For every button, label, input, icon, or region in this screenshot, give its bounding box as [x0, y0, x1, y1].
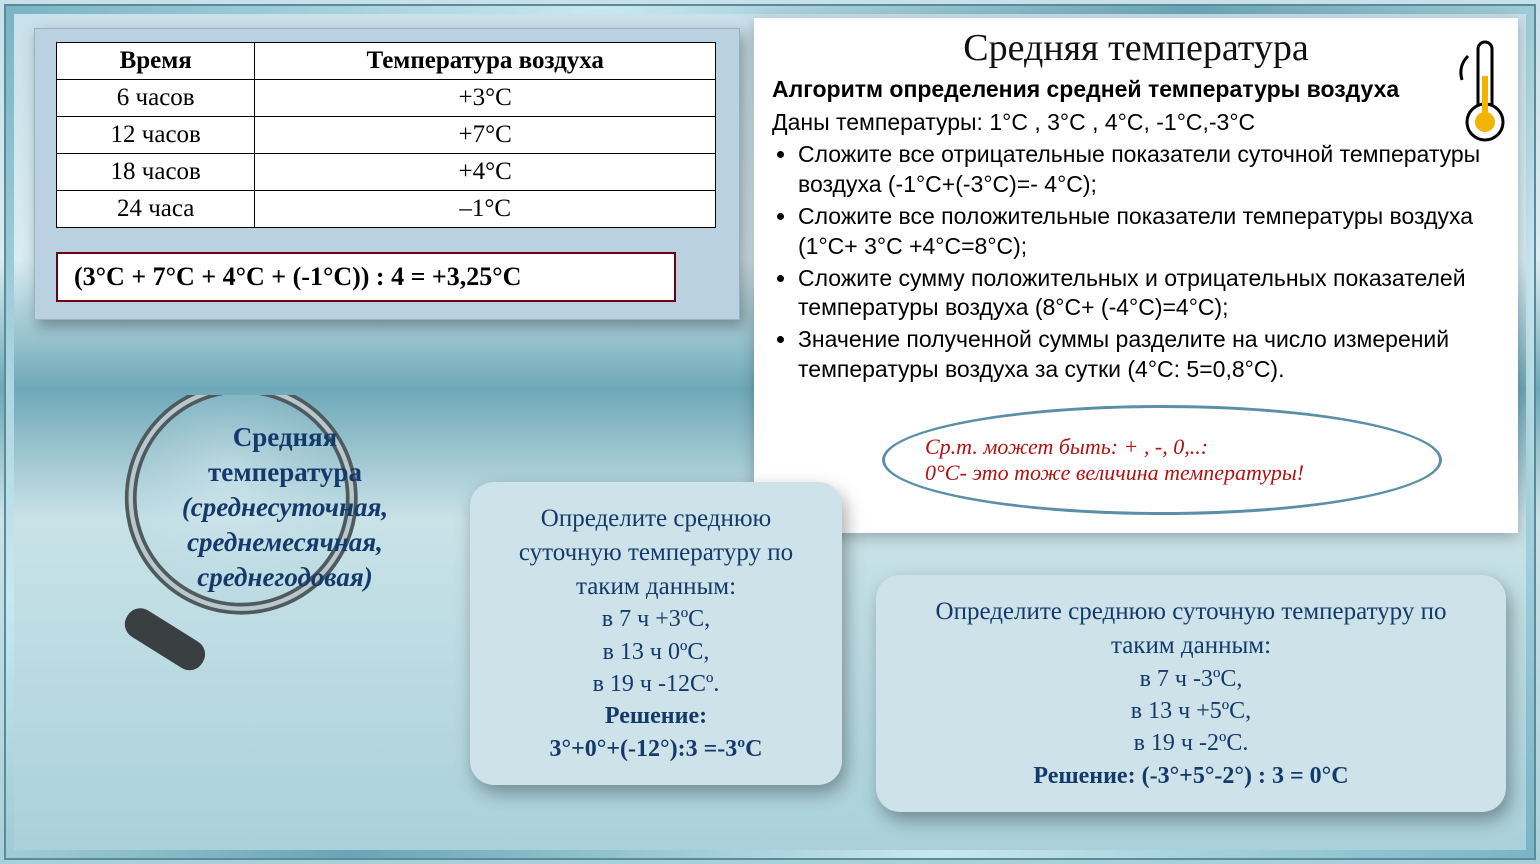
- card-data: в 13 ч +5ºС,: [902, 695, 1480, 727]
- algo-subtitle: Алгоритм определения средней температуры…: [772, 76, 1500, 103]
- algo-step: Значение полученной суммы разделите на ч…: [798, 325, 1500, 385]
- problem-card-2: Определите среднюю суточную температуру …: [876, 575, 1506, 812]
- average-formula: (3°C + 7°C + 4°C + (-1°C)) : 4 = +3,25°C: [56, 252, 676, 302]
- table-row: 12 часов +7°C: [57, 117, 716, 154]
- note-ellipse: Ср.т. может быть: + , -, 0,..: 0°C- это …: [882, 405, 1442, 515]
- cell-temp: +3°C: [255, 80, 716, 117]
- problem-card-1: Определите среднюю суточную температуру …: [470, 482, 842, 785]
- algo-title: Средняя температура: [772, 26, 1500, 70]
- card-question: Определите среднюю суточную температуру …: [902, 595, 1480, 663]
- cell-temp: –1°C: [255, 191, 716, 228]
- def-line: температура: [130, 455, 440, 490]
- cell-temp: +7°C: [255, 117, 716, 154]
- definition-title: Средняя температура (среднесуточная, сре…: [130, 420, 440, 595]
- card-solve: 3°+0°+(-12°):3 =-3ºС: [496, 733, 816, 765]
- algo-step: Сложите все положительные показатели тем…: [798, 202, 1500, 262]
- cell-time: 18 часов: [57, 154, 255, 191]
- algo-given: Даны температуры: 1°C , 3°C , 4°C, -1°C,…: [772, 109, 1500, 136]
- algo-steps: Сложите все отрицательные показатели сут…: [772, 140, 1500, 385]
- card-data: в 7 ч -3ºС,: [902, 663, 1480, 695]
- col-time: Время: [57, 43, 255, 80]
- card-data: в 13 ч 0ºС,: [496, 636, 816, 668]
- card-question: Определите среднюю суточную температуру …: [496, 502, 816, 603]
- table-header-row: Время Температура воздуха: [57, 43, 716, 80]
- col-temp: Температура воздуха: [255, 43, 716, 80]
- algorithm-panel: Средняя температура Алгоритм определения…: [754, 18, 1518, 533]
- def-line: (среднесуточная,: [130, 490, 440, 525]
- def-line: Средняя: [130, 420, 440, 455]
- card-solve: (-3°+5°-2°) : 3 = 0°С: [1142, 763, 1349, 789]
- card-solve-label: Решение:: [496, 700, 816, 732]
- measurement-panel: Время Температура воздуха 6 часов +3°C 1…: [34, 28, 740, 320]
- card-data: в 7 ч +3ºС,: [496, 603, 816, 635]
- card-solve-label: Решение:: [1033, 763, 1135, 789]
- table-row: 18 часов +4°C: [57, 154, 716, 191]
- cell-time: 24 часа: [57, 191, 255, 228]
- cell-temp: +4°C: [255, 154, 716, 191]
- card-data: в 19 ч -2ºС.: [902, 727, 1480, 759]
- note-line: Ср.т. может быть: + , -, 0,..:: [925, 434, 1399, 460]
- table-row: 24 часа –1°C: [57, 191, 716, 228]
- note-line: 0°C- это тоже величина температуры!: [925, 460, 1399, 486]
- algo-step: Сложите сумму положительных и отрицатель…: [798, 264, 1500, 324]
- algo-step: Сложите все отрицательные показатели сут…: [798, 140, 1500, 200]
- card-data: в 19 ч -12Сº.: [496, 668, 816, 700]
- def-line: среднегодовая): [130, 560, 440, 595]
- cell-time: 6 часов: [57, 80, 255, 117]
- table-row: 6 часов +3°C: [57, 80, 716, 117]
- cell-time: 12 часов: [57, 117, 255, 154]
- def-line: среднемесячная,: [130, 525, 440, 560]
- temperature-table: Время Температура воздуха 6 часов +3°C 1…: [56, 42, 716, 228]
